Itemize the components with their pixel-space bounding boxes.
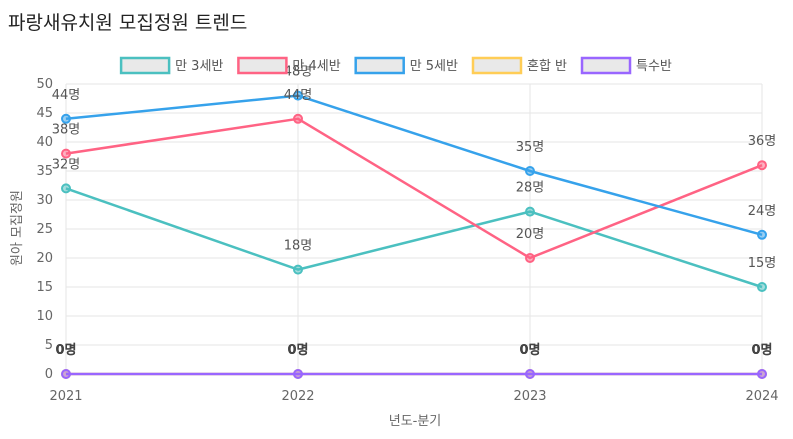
data-label: 32명 — [52, 157, 81, 172]
x-tick-label: 2023 — [513, 389, 546, 404]
data-label: 0명 — [55, 342, 76, 358]
data-label: 44명 — [52, 88, 81, 103]
page-title: 파랑새유치원 모집정원 트렌드 — [8, 12, 248, 34]
chart-legend[interactable]: 만 3세반 만 4세반 만 5세반 혼합 반 특수반 — [119, 56, 672, 75]
data-label: 0명 — [55, 342, 76, 358]
data-label: 28명 — [516, 181, 545, 196]
y-tick-label: 45 — [36, 106, 53, 121]
data-label: 48명 — [284, 65, 313, 80]
y-tick-label: 5 — [45, 338, 53, 353]
data-label: 18명 — [284, 239, 313, 254]
legend-item-4[interactable]: 특수반 — [580, 56, 672, 75]
chart-axes: 0 5 10 15 20 25 30 35 40 45 50 2021 2022 2023 2024 — [36, 77, 778, 404]
legend-item-3[interactable]: 혼합 반 — [471, 56, 567, 75]
legend-label: 만 3세반 — [175, 59, 223, 74]
data-label: 24명 — [748, 204, 777, 219]
data-label: 15명 — [748, 256, 777, 271]
legend-swatch — [580, 56, 632, 75]
y-tick-label: 40 — [36, 135, 53, 150]
data-point — [757, 229, 767, 240]
chart-grid — [65, 83, 763, 375]
series-line-2 — [65, 94, 763, 237]
data-point — [525, 253, 535, 263]
data-point — [525, 166, 535, 176]
data-point — [757, 160, 767, 171]
data-label: 0명 — [751, 342, 772, 358]
x-tick-label: 2021 — [49, 389, 82, 404]
data-point — [525, 206, 535, 217]
y-tick-label: 10 — [36, 309, 53, 324]
data-label: 0명 — [287, 342, 308, 358]
data-label: 38명 — [52, 123, 81, 138]
legend-item-1[interactable]: 만 4세반 — [237, 56, 341, 75]
y-tick-label: 25 — [36, 222, 53, 237]
x-axis-title: 년도-분기 — [389, 414, 442, 429]
data-point — [293, 113, 303, 124]
legend-swatch — [119, 56, 171, 75]
legend-label: 혼합 반 — [527, 59, 567, 74]
data-label: 0명 — [519, 342, 540, 358]
legend-item-2[interactable]: 만 5세반 — [354, 56, 458, 75]
y-tick-label: 20 — [36, 251, 53, 266]
y-axis-title: 원아 모집정원 — [10, 190, 25, 266]
chart-data-labels: 32명 18명 28명 15명 38명 44명 20명 36명 44명 48명 35명 24명 0명 0명… — [52, 65, 777, 358]
data-point — [61, 369, 71, 379]
data-point — [525, 369, 535, 379]
data-point — [61, 113, 71, 124]
x-tick-label: 2022 — [281, 389, 314, 404]
y-tick-label: 50 — [36, 77, 53, 92]
data-point — [757, 282, 767, 292]
legend-label: 특수반 — [636, 59, 672, 74]
y-tick-label: 30 — [36, 193, 53, 208]
data-label: 44명 — [284, 88, 313, 103]
data-point — [61, 148, 71, 159]
legend-label: 만 4세반 — [292, 59, 340, 74]
y-tick-label: 0 — [45, 367, 53, 382]
data-label: 35명 — [516, 140, 545, 155]
chart-series — [61, 90, 767, 379]
x-tick-label: 2024 — [745, 389, 778, 404]
data-point — [293, 264, 303, 275]
data-label: 20명 — [516, 227, 545, 242]
legend-swatch — [237, 56, 288, 75]
legend-swatch — [354, 56, 405, 75]
series-line-0 — [65, 187, 763, 289]
legend-label: 만 5세반 — [410, 59, 458, 74]
data-label: 0명 — [519, 342, 540, 358]
series-line-1 — [65, 117, 763, 260]
legend-item-0[interactable]: 만 3세반 — [119, 56, 223, 75]
data-point — [293, 90, 303, 101]
data-point — [757, 369, 767, 379]
data-label: 0명 — [287, 342, 308, 358]
data-label: 36명 — [748, 134, 777, 149]
data-point — [293, 369, 303, 379]
y-tick-label: 15 — [36, 280, 53, 295]
legend-swatch — [471, 56, 523, 75]
data-label: 0명 — [751, 342, 772, 358]
y-tick-label: 35 — [36, 164, 53, 179]
data-point — [61, 183, 71, 194]
